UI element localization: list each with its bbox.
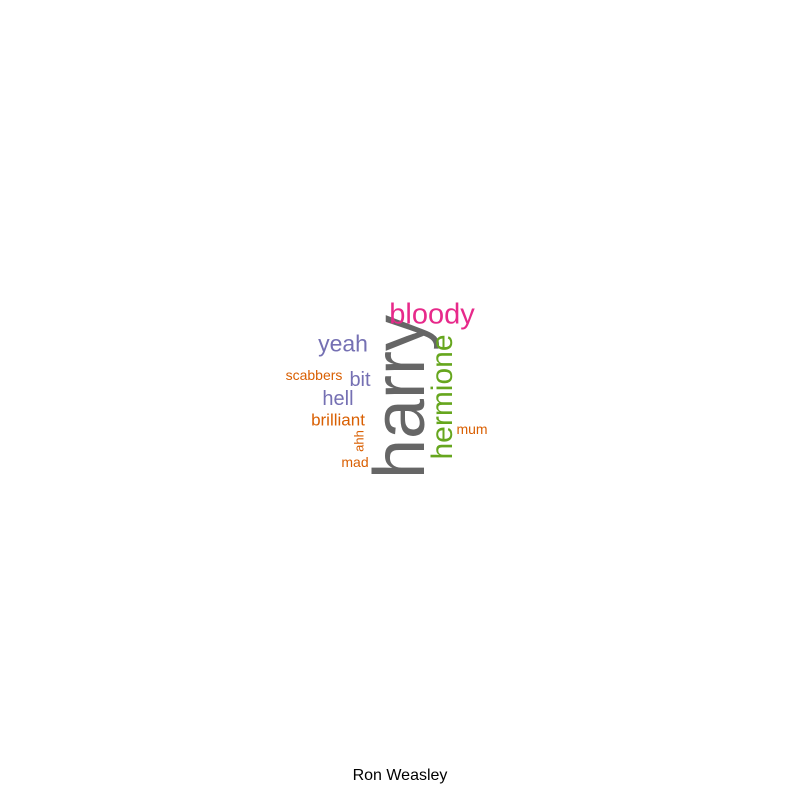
- word-mad: mad: [341, 454, 369, 470]
- word-ahh: ahh: [351, 430, 367, 452]
- word-scabbers: scabbers: [285, 367, 343, 383]
- word-hermione: hermione: [426, 334, 459, 460]
- word-bloody: bloody: [389, 298, 475, 331]
- word-mum: mum: [456, 421, 488, 437]
- word-bit: bit: [349, 369, 371, 391]
- word-brilliant: brilliant: [311, 410, 365, 430]
- caption: Ron Weasley: [352, 767, 448, 784]
- word-yeah: yeah: [318, 330, 368, 357]
- word-hell: hell: [322, 388, 354, 410]
